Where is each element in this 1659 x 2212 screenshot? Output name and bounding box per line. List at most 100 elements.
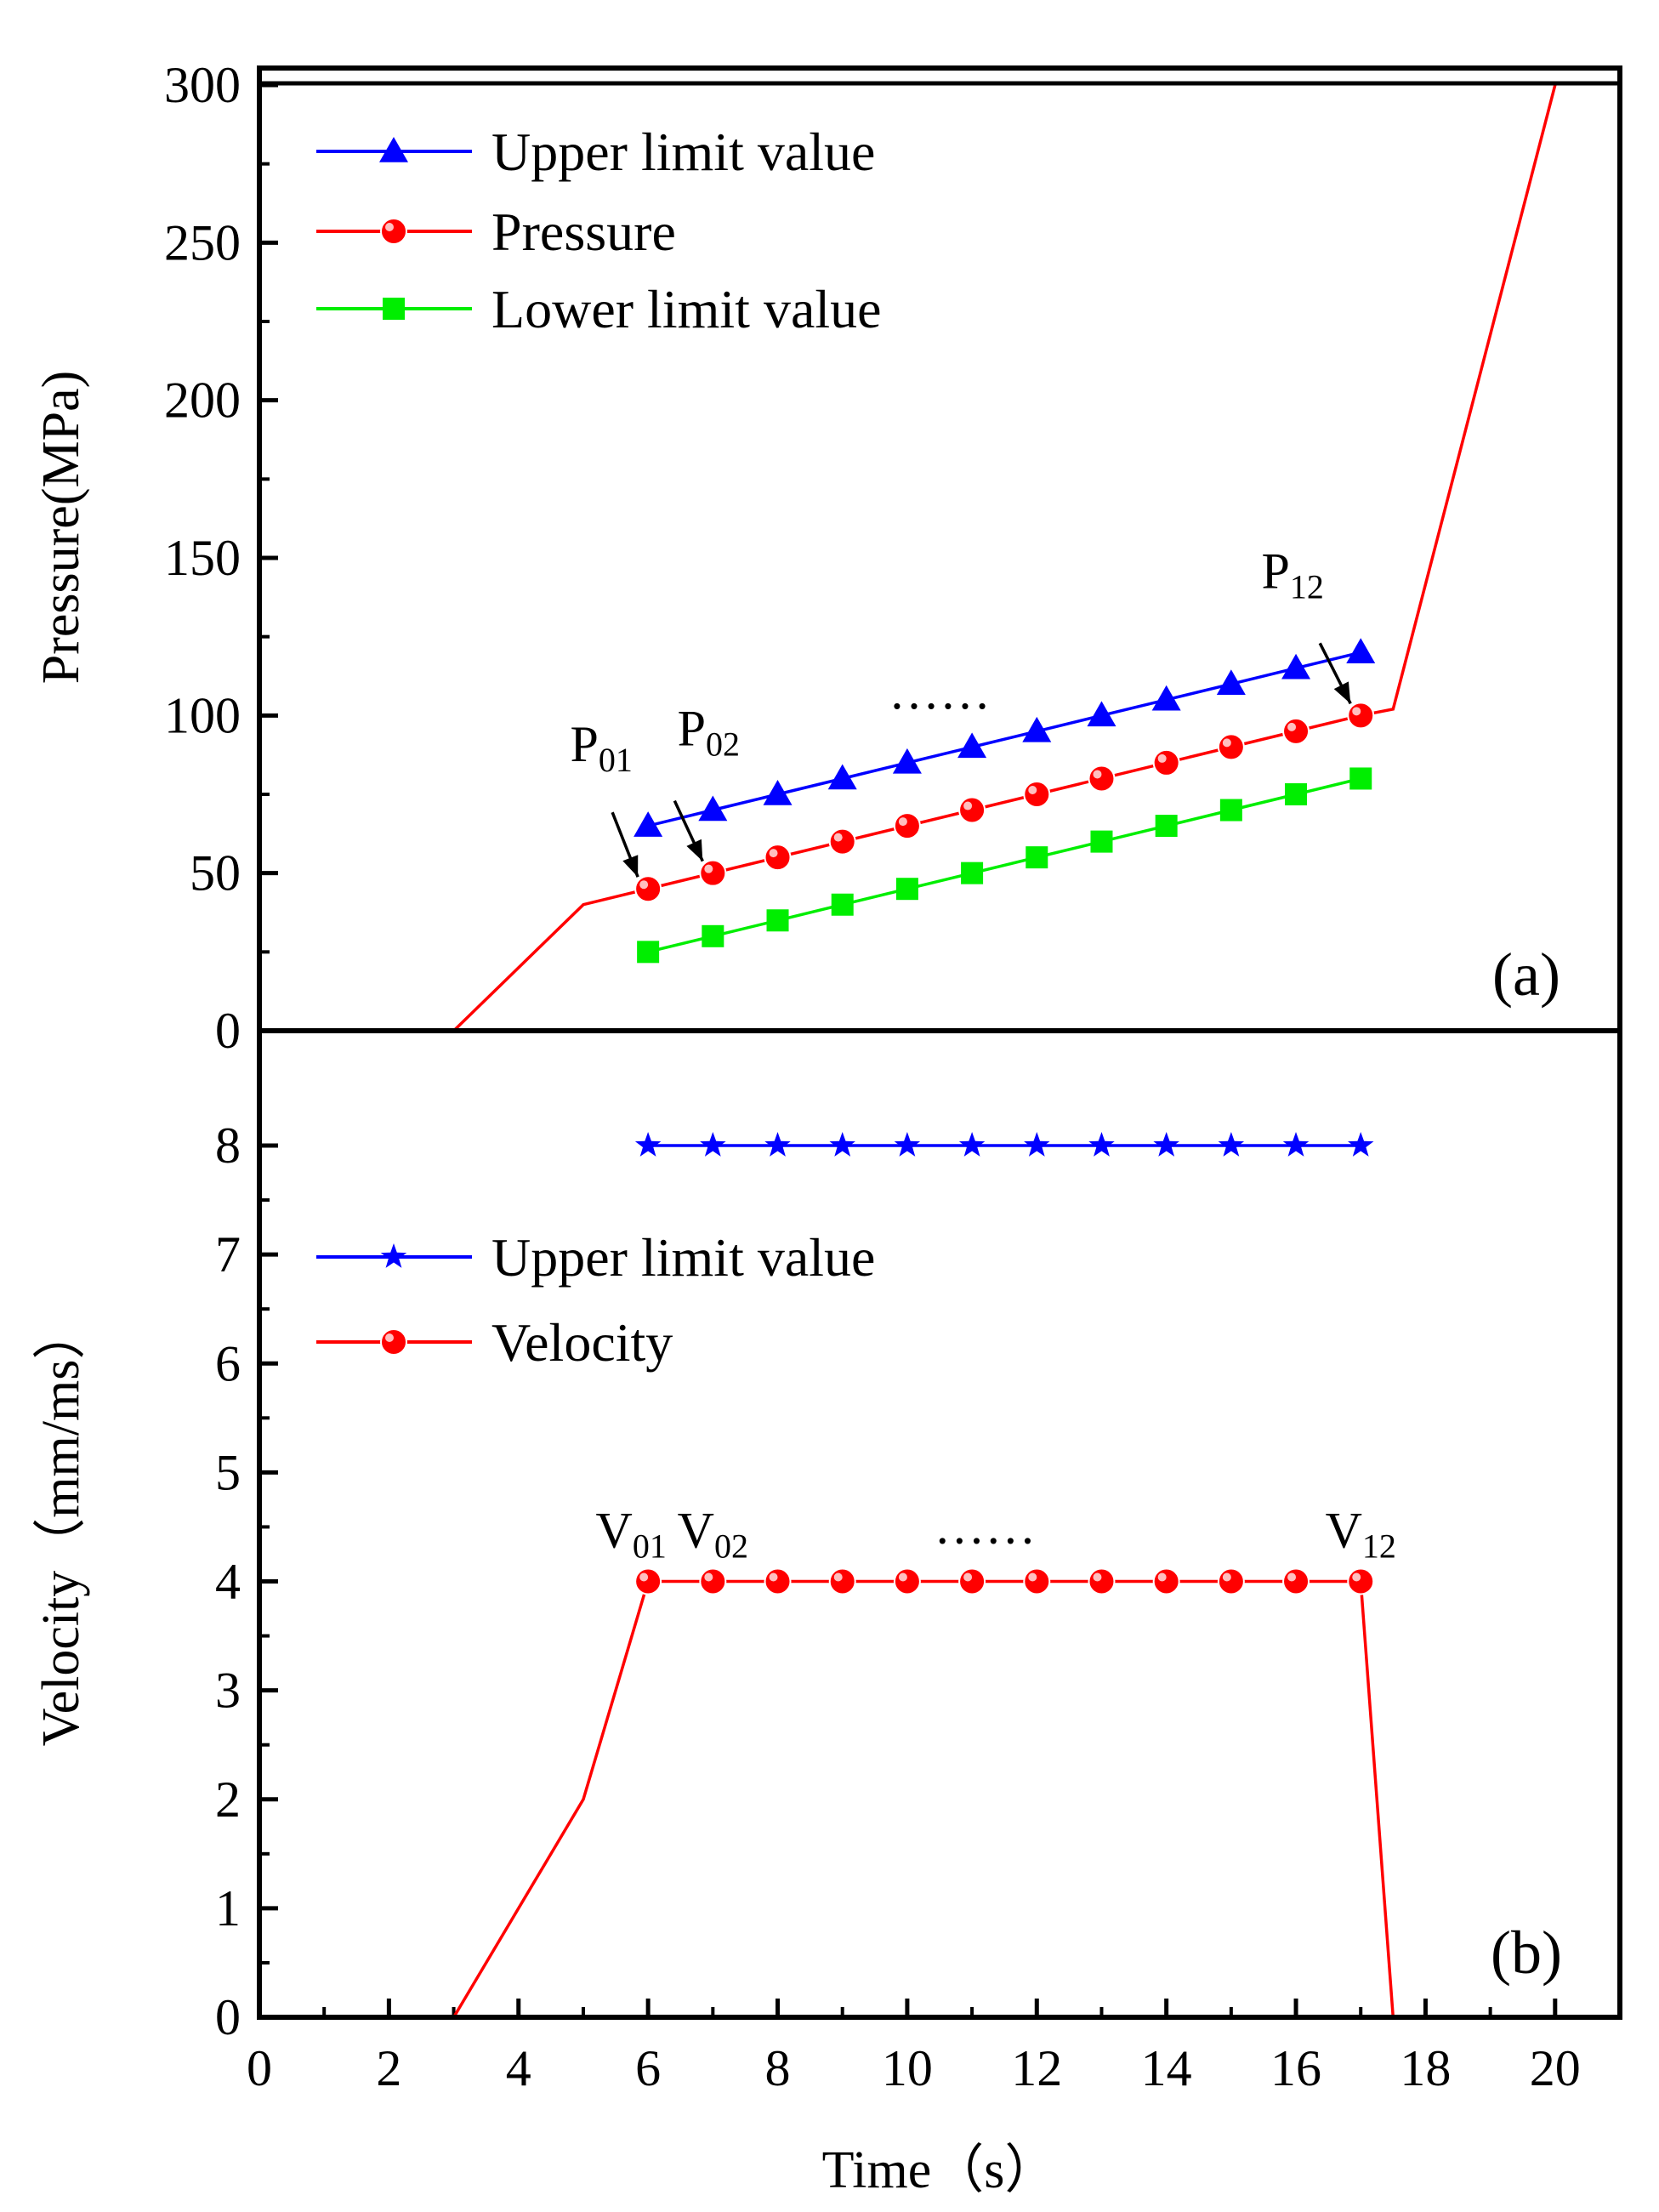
annotation-p02-sub: 02 bbox=[706, 725, 740, 764]
x-tick-label: 16 bbox=[1270, 2040, 1321, 2096]
data-point-lower-limit-value bbox=[1026, 846, 1048, 869]
data-point-upper-limit-value bbox=[957, 732, 987, 759]
annotation-v01: V01 bbox=[595, 1503, 666, 1566]
annotation-v12-main: V bbox=[1326, 1503, 1362, 1559]
data-point-velocity-velocity bbox=[764, 1567, 792, 1595]
data-point-velocity-velocity-highlight bbox=[1222, 1572, 1231, 1582]
legend-label-upper-limit-velocity: Upper limit value bbox=[491, 1227, 875, 1288]
data-point-pressure bbox=[1152, 748, 1180, 776]
annotation-p12: P12 bbox=[1262, 543, 1324, 606]
y-tick-label-pressure: 0 bbox=[215, 1003, 241, 1059]
data-point-velocity-velocity bbox=[1023, 1567, 1051, 1595]
legend-marker-body bbox=[380, 1328, 407, 1356]
x-tick-label: 14 bbox=[1141, 2040, 1192, 2096]
data-point-pressure bbox=[1347, 702, 1375, 730]
x-tick-label: 2 bbox=[376, 2040, 401, 2096]
plot-frame bbox=[257, 65, 1622, 2020]
annotation-v02-main: V bbox=[678, 1503, 714, 1559]
data-point-velocity-velocity-body bbox=[764, 1567, 792, 1595]
annotation-p01-sub: 01 bbox=[599, 741, 633, 779]
annotation-arrow-head bbox=[1333, 681, 1351, 704]
x-tick-label: 0 bbox=[247, 2040, 272, 2096]
data-point-upper-limit-value bbox=[1087, 701, 1116, 727]
data-point-lower-limit-value bbox=[1090, 830, 1113, 853]
data-point-upper-limit-value-velocity bbox=[1153, 1132, 1179, 1157]
data-point-velocity-velocity bbox=[634, 1567, 662, 1595]
data-point-velocity-velocity bbox=[893, 1567, 921, 1595]
annotation-p01-main: P bbox=[570, 716, 598, 772]
data-point-velocity-velocity bbox=[1088, 1567, 1116, 1595]
data-point-velocity-velocity-highlight bbox=[704, 1572, 713, 1582]
data-point-pressure-highlight bbox=[833, 833, 843, 842]
annotation-p02: P02 bbox=[678, 701, 740, 764]
y-tick-label-velocity: 7 bbox=[215, 1226, 241, 1282]
data-point-velocity-velocity-highlight bbox=[1028, 1572, 1037, 1582]
data-point-upper-limit-value bbox=[1151, 685, 1181, 711]
data-point-velocity-velocity-body bbox=[699, 1567, 727, 1595]
x-axis-title-time: Time（s） bbox=[822, 2141, 1058, 2199]
data-point-pressure-highlight bbox=[1093, 770, 1102, 779]
data-point-pressure bbox=[764, 844, 792, 872]
data-point-velocity-velocity-body bbox=[1217, 1567, 1245, 1595]
data-point-velocity-velocity-highlight bbox=[833, 1572, 843, 1582]
y-tick-label-velocity: 1 bbox=[215, 1880, 241, 1936]
data-point-pressure-body bbox=[828, 827, 856, 856]
data-point-pressure-highlight bbox=[1222, 738, 1231, 748]
data-point-pressure-body bbox=[1152, 748, 1180, 776]
data-point-upper-limit-value bbox=[1022, 716, 1052, 742]
data-point-velocity-velocity-body bbox=[1152, 1567, 1180, 1595]
x-tick-label: 20 bbox=[1530, 2040, 1581, 2096]
data-point-pressure-highlight bbox=[1157, 753, 1167, 763]
data-point-pressure bbox=[893, 812, 921, 840]
y-tick-label-velocity: 8 bbox=[215, 1117, 241, 1174]
data-point-pressure-body bbox=[634, 875, 662, 903]
data-point-upper-limit-value-velocity bbox=[1282, 1132, 1310, 1157]
x-tick-label: 4 bbox=[506, 2040, 531, 2096]
data-point-upper-limit-value bbox=[1346, 638, 1376, 663]
data-point-lower-limit-value bbox=[702, 924, 724, 947]
data-point-upper-limit-value bbox=[1216, 669, 1246, 696]
y-tick-label-pressure: 100 bbox=[164, 687, 241, 743]
y-tick-label-velocity: 3 bbox=[215, 1663, 241, 1719]
data-point-velocity-velocity-body bbox=[634, 1567, 662, 1595]
data-point-velocity-velocity-body bbox=[1023, 1567, 1051, 1595]
legend-marker bbox=[380, 218, 407, 245]
data-point-velocity-velocity-highlight bbox=[963, 1572, 973, 1582]
data-point-lower-limit-value bbox=[831, 893, 854, 916]
data-point-upper-limit-value-velocity bbox=[1218, 1132, 1245, 1157]
data-point-upper-limit-value-velocity bbox=[764, 1132, 791, 1157]
data-point-lower-limit-value bbox=[637, 941, 660, 964]
data-point-pressure-highlight bbox=[1352, 707, 1361, 716]
data-point-velocity-velocity-body bbox=[1088, 1567, 1116, 1595]
data-point-upper-limit-value bbox=[892, 748, 922, 774]
data-point-velocity-velocity-highlight bbox=[1352, 1572, 1361, 1582]
y-tick-label-velocity: 0 bbox=[215, 1989, 241, 2045]
y-tick-label-pressure: 150 bbox=[164, 530, 241, 586]
data-point-velocity-velocity bbox=[699, 1567, 727, 1595]
data-point-velocity-velocity-highlight bbox=[1287, 1572, 1297, 1582]
x-tick-label: 10 bbox=[882, 2040, 933, 2096]
data-point-pressure-highlight bbox=[963, 801, 973, 810]
y-tick-label-pressure: 300 bbox=[164, 57, 241, 113]
data-point-velocity-velocity bbox=[1282, 1567, 1310, 1595]
data-point-pressure bbox=[1217, 733, 1245, 761]
data-point-lower-limit-value bbox=[895, 878, 918, 901]
data-point-upper-limit-value-velocity bbox=[700, 1132, 726, 1157]
data-point-upper-limit-value-velocity bbox=[634, 1132, 662, 1157]
data-point-pressure bbox=[699, 859, 727, 887]
x-tick-label: 8 bbox=[765, 2040, 791, 2096]
data-point-pressure-highlight bbox=[898, 817, 907, 827]
legend-marker bbox=[383, 298, 405, 320]
annotation-p02-main: P bbox=[678, 701, 706, 757]
data-point-pressure-body bbox=[1347, 702, 1375, 730]
annotation-p01: P01 bbox=[570, 716, 632, 779]
y-tick-label-pressure: 50 bbox=[190, 845, 241, 901]
data-point-pressure-body bbox=[1023, 781, 1051, 808]
data-point-upper-limit-value bbox=[1281, 653, 1311, 680]
legend-label-lower-limit-pressure: Lower limit value bbox=[491, 279, 882, 339]
data-point-upper-limit-value bbox=[698, 795, 728, 822]
annotation-v12: V12 bbox=[1326, 1503, 1396, 1566]
panel-label-a: (a) bbox=[1492, 941, 1560, 1009]
